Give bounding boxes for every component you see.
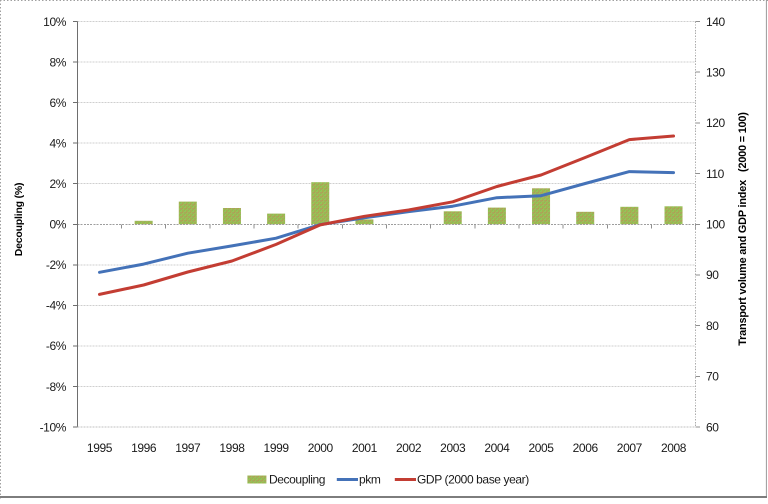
svg-text:8%: 8% (49, 55, 66, 69)
svg-text:GDP (2000 base year): GDP (2000 base year) (417, 472, 529, 486)
svg-text:10%: 10% (43, 15, 67, 29)
svg-text:Decoupling: Decoupling (269, 472, 325, 486)
svg-text:2008: 2008 (661, 441, 687, 455)
svg-text:2002: 2002 (396, 441, 422, 455)
svg-text:4%: 4% (49, 136, 66, 150)
svg-text:60: 60 (706, 420, 719, 434)
svg-text:2006: 2006 (573, 441, 599, 455)
svg-text:-4%: -4% (46, 299, 67, 313)
svg-text:1998: 1998 (219, 441, 245, 455)
svg-text:2000: 2000 (308, 441, 334, 455)
svg-text:2007: 2007 (617, 441, 643, 455)
svg-text:70: 70 (706, 370, 719, 384)
svg-text:2001: 2001 (352, 441, 378, 455)
svg-text:1996: 1996 (131, 441, 157, 455)
svg-text:100: 100 (706, 218, 726, 232)
svg-text:pkm: pkm (359, 472, 381, 486)
svg-text:-8%: -8% (46, 380, 67, 394)
svg-text:1997: 1997 (175, 441, 201, 455)
svg-text:1995: 1995 (87, 441, 113, 455)
svg-text:-6%: -6% (46, 339, 67, 353)
svg-text:1999: 1999 (264, 441, 290, 455)
svg-text:130: 130 (706, 65, 726, 79)
svg-text:2005: 2005 (528, 441, 554, 455)
svg-text:120: 120 (706, 116, 726, 130)
svg-text:Decoupling (%): Decoupling (%) (13, 183, 25, 257)
svg-text:80: 80 (706, 319, 719, 333)
svg-text:2004: 2004 (484, 441, 510, 455)
svg-text:90: 90 (706, 268, 719, 282)
svg-text:6%: 6% (49, 96, 66, 110)
svg-text:110: 110 (706, 167, 725, 181)
svg-text:2003: 2003 (440, 441, 466, 455)
svg-text:2%: 2% (49, 177, 66, 191)
svg-text:140: 140 (706, 15, 726, 29)
svg-text:0%: 0% (49, 218, 66, 232)
svg-text:Transport volume and GDP index: Transport volume and GDP index (2000 = 1… (737, 112, 749, 346)
svg-text:-2%: -2% (46, 258, 67, 272)
svg-text:-10%: -10% (40, 420, 67, 434)
